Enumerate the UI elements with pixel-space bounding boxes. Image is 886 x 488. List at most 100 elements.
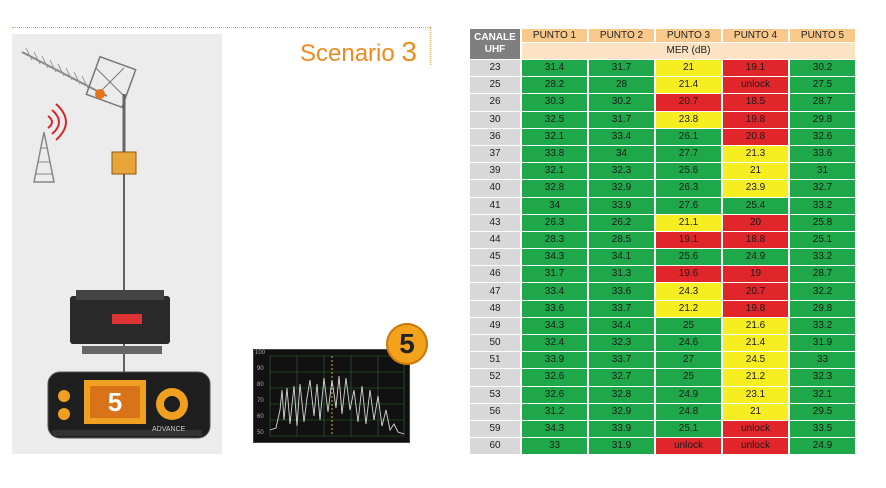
spectrum-y-tick: 70: [257, 398, 264, 404]
channel-cell: 46: [470, 266, 520, 283]
mer-value-cell: 32.3: [589, 163, 654, 180]
mer-value-cell: 34.1: [589, 249, 654, 266]
table-row: 56 31.2 32.9 24.8 21 29.5: [470, 403, 855, 420]
mer-value-cell: 32.8: [589, 386, 654, 403]
mer-value-cell: 33.2: [790, 317, 855, 334]
meter-brand-text: ADVANCE: [152, 426, 186, 433]
channel-cell: 26: [470, 94, 520, 111]
channel-cell: 45: [470, 249, 520, 266]
mer-value-cell: 33.2: [790, 249, 855, 266]
table-row: 49 34.3 34.4 25 21.6 33.2: [470, 317, 855, 334]
table-unit-row: MER (dB): [470, 43, 855, 59]
table-header-row: CANALE UHF PUNTO 1 PUNTO 2 PUNTO 3 PUNTO…: [470, 29, 855, 59]
mer-value-cell: 33.4: [522, 283, 587, 300]
mer-value-cell: 33.2: [790, 197, 855, 214]
mer-value-cell: 34: [522, 197, 587, 214]
mer-value-cell: 23.8: [656, 111, 721, 128]
column-header-point: PUNTO 4: [723, 29, 788, 42]
mer-value-cell: 31.9: [589, 438, 654, 455]
mer-value-cell: 19.8: [723, 111, 788, 128]
mer-value-cell: 20.7: [723, 283, 788, 300]
mer-value-cell: 29.8: [790, 111, 855, 128]
mer-value-cell: 28.3: [522, 231, 587, 249]
mer-value-cell: 33.9: [522, 352, 587, 369]
channel-cell: 47: [470, 283, 520, 300]
mer-value-cell: 21: [723, 163, 788, 180]
mer-value-cell: 33.9: [589, 420, 654, 438]
column-header-point: PUNTO 1: [522, 29, 587, 42]
channel-header-line: UHF: [484, 44, 506, 55]
mer-value-cell: unlock: [723, 77, 788, 94]
mer-value-cell: 34.3: [522, 420, 587, 438]
mer-value-cell: 19.8: [723, 300, 788, 317]
mer-value-cell: 24.3: [656, 283, 721, 300]
mer-value-cell: 33.4: [589, 128, 654, 145]
mer-value-cell: 21.4: [656, 77, 721, 94]
mer-value-cell: 27: [656, 352, 721, 369]
channel-cell: 50: [470, 335, 520, 352]
table-row: 30 32.5 31.7 23.8 19.8 29.8: [470, 111, 855, 128]
channel-cell: 44: [470, 231, 520, 249]
mer-value-cell: 33.6: [589, 283, 654, 300]
spectrum-y-tick: 50: [257, 430, 264, 436]
table-row: 43 26.3 26.2 21.1 20 25.8: [470, 214, 855, 231]
scenario-title: Scenario 3: [300, 36, 417, 68]
channel-cell: 36: [470, 128, 520, 145]
mer-table: CANALE UHF PUNTO 1 PUNTO 2 PUNTO 3 PUNTO…: [468, 28, 857, 455]
mer-value-cell: 32.1: [522, 128, 587, 145]
mer-value-cell: 27.5: [790, 77, 855, 94]
mer-value-cell: 33.7: [589, 352, 654, 369]
column-header-point: PUNTO 2: [589, 29, 654, 42]
mer-value-cell: 27.6: [656, 197, 721, 214]
mer-value-cell: 25.8: [790, 214, 855, 231]
mer-value-cell: 29.8: [790, 300, 855, 317]
antenna-icon: [21, 47, 137, 374]
mer-value-cell: 31.3: [589, 266, 654, 283]
mer-value-cell: 34: [589, 145, 654, 163]
mer-value-cell: 19.1: [656, 231, 721, 249]
installation-illustration: 5 ADVANCE: [12, 34, 222, 454]
mer-value-cell: 25: [656, 317, 721, 334]
mer-value-cell: 26.1: [656, 128, 721, 145]
channel-cell: 41: [470, 197, 520, 214]
mer-value-cell: 31.4: [522, 60, 587, 77]
table-row: 25 28.2 28 21.4 unlock 27.5: [470, 77, 855, 94]
mer-value-cell: 34.3: [522, 317, 587, 334]
mer-value-cell: 28.2: [522, 77, 587, 94]
mer-value-cell: 25.1: [790, 231, 855, 249]
mer-value-cell: 21: [723, 403, 788, 420]
mer-value-cell: 20: [723, 214, 788, 231]
table-row: 53 32.6 32.8 24.9 23.1 32.1: [470, 386, 855, 403]
mer-value-cell: 28.7: [790, 94, 855, 111]
mer-value-cell: 21.2: [723, 369, 788, 386]
mer-value-cell: 21: [656, 60, 721, 77]
table-row: 52 32.6 32.7 25 21.2 32.3: [470, 369, 855, 386]
mer-value-cell: 30.2: [790, 60, 855, 77]
mer-value-cell: 33.6: [790, 145, 855, 163]
mer-value-cell: 25.6: [656, 249, 721, 266]
field-meter: [47, 371, 211, 439]
mer-value-cell: 26.2: [589, 214, 654, 231]
tower-icon: [33, 103, 67, 183]
spectrum-y-tick: 100: [255, 350, 266, 356]
mer-value-cell: 32.5: [522, 111, 587, 128]
mer-value-cell: 32.8: [522, 180, 587, 197]
mer-value-cell: 32.9: [589, 180, 654, 197]
mer-value-cell: 18.5: [723, 94, 788, 111]
mer-value-cell: 25.4: [723, 197, 788, 214]
mer-value-cell: 20.7: [656, 94, 721, 111]
scenario-badge: 5: [386, 323, 428, 365]
mer-value-cell: 33.5: [790, 420, 855, 438]
mer-value-cell: 32.7: [790, 180, 855, 197]
table-row: 44 28.3 28.5 19.1 18.8 25.1: [470, 231, 855, 249]
scenario-label: Scenario: [300, 40, 395, 67]
headend-module: [70, 290, 170, 354]
table-row: 51 33.9 33.7 27 24.5 33: [470, 352, 855, 369]
scenario-number: 3: [401, 36, 417, 67]
column-header-point: PUNTO 5: [790, 29, 855, 42]
column-header-point: PUNTO 3: [656, 29, 721, 42]
channel-cell: 25: [470, 77, 520, 94]
mer-value-cell: 32.1: [790, 386, 855, 403]
mer-value-cell: 24.9: [790, 438, 855, 455]
spectrum-trace: [269, 375, 405, 435]
